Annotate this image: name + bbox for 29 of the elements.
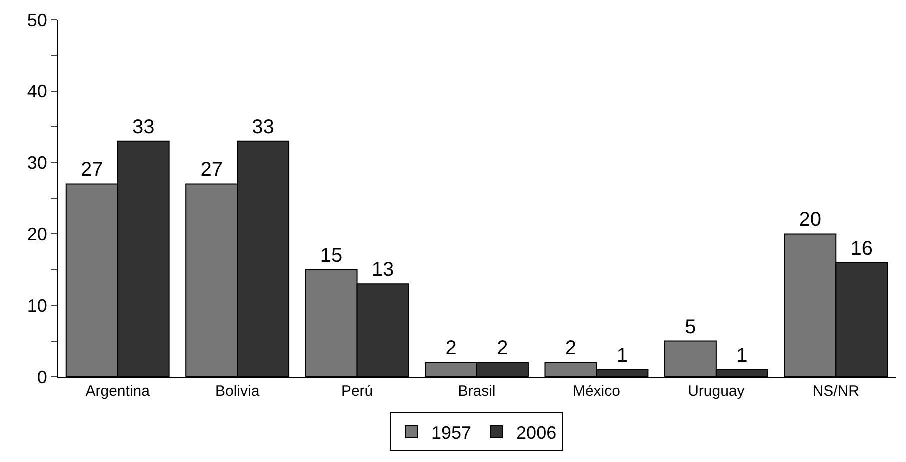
data-label: 15 xyxy=(320,244,343,267)
y-tick-label: 40 xyxy=(27,82,48,102)
y-tick-label: 0 xyxy=(37,367,48,388)
x-tick-label: Uruguay xyxy=(688,383,746,400)
data-label: 27 xyxy=(200,159,223,182)
x-tick-label: México xyxy=(572,383,620,400)
data-label: 1 xyxy=(736,344,748,367)
x-tick-label: Perú xyxy=(341,383,374,400)
data-label: 27 xyxy=(80,159,104,182)
data-label: 13 xyxy=(372,259,394,282)
x-tick-label: NS/NR xyxy=(812,383,860,400)
data-label: 5 xyxy=(685,316,696,338)
x-tick-label: Argentina xyxy=(86,383,151,400)
y-tick-label: 20 xyxy=(27,224,48,244)
data-label: 20 xyxy=(799,209,822,232)
data-label: 2 xyxy=(497,338,508,360)
data-label: 16 xyxy=(850,238,874,260)
y-tick-label: 30 xyxy=(27,153,48,174)
data-label: 2 xyxy=(565,338,577,360)
data-label: 33 xyxy=(132,116,155,138)
y-tick-label: 50 xyxy=(27,10,48,30)
legend-label: 1957 xyxy=(432,422,472,443)
x-tick-label: Bolivia xyxy=(215,383,260,400)
legend-label: 2006 xyxy=(516,422,557,443)
data-label: 1 xyxy=(616,344,628,367)
data-label: 33 xyxy=(252,116,274,138)
y-tick-label: 10 xyxy=(27,296,48,316)
data-label: 2 xyxy=(446,338,457,360)
x-tick-label: Brasil xyxy=(458,383,496,400)
